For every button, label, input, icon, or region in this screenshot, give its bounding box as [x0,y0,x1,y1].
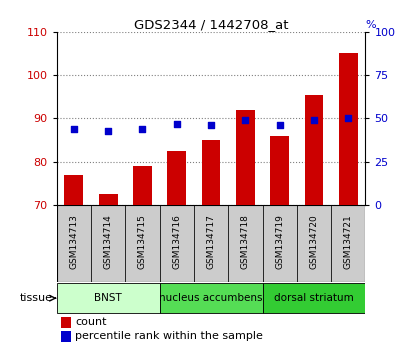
Bar [228,205,262,282]
Text: GSM134715: GSM134715 [138,214,147,269]
Text: nucleus accumbens: nucleus accumbens [159,293,263,303]
Point [242,117,249,123]
Text: tissue: tissue [20,293,52,303]
Point [276,122,283,128]
Text: %: % [365,20,376,30]
Text: GSM134721: GSM134721 [344,214,353,269]
Bar [57,205,91,282]
Text: GSM134717: GSM134717 [207,214,215,269]
Point [345,115,352,121]
Bar [160,205,194,282]
Bar [262,205,297,282]
Point [71,126,77,132]
Bar [331,205,365,282]
Bar [339,53,358,205]
Bar [125,205,160,282]
Text: GSM134714: GSM134714 [104,214,113,269]
Point [173,121,180,126]
Text: GSM134716: GSM134716 [172,214,181,269]
Text: GSM134720: GSM134720 [310,214,318,269]
Bar [160,284,262,313]
Bar [194,205,228,282]
Point [139,126,146,132]
Text: count: count [75,317,107,327]
Bar [297,205,331,282]
Point [105,128,112,133]
Bar [64,175,83,205]
Bar [99,194,118,205]
Bar [304,95,323,205]
Bar [57,284,160,313]
Bar [236,110,255,205]
Point [310,117,318,123]
Text: GSM134719: GSM134719 [275,214,284,269]
Text: dorsal striatum: dorsal striatum [274,293,354,303]
Text: GSM134718: GSM134718 [241,214,250,269]
Bar [167,151,186,205]
Text: percentile rank within the sample: percentile rank within the sample [75,331,263,342]
Bar [61,331,71,342]
Bar [202,140,220,205]
Bar [270,136,289,205]
Bar [262,284,365,313]
Point [208,122,215,128]
Text: BNST: BNST [94,293,122,303]
Bar [133,166,152,205]
Bar [91,205,125,282]
Title: GDS2344 / 1442708_at: GDS2344 / 1442708_at [134,18,288,31]
Text: GSM134713: GSM134713 [69,214,79,269]
Bar [61,316,71,327]
